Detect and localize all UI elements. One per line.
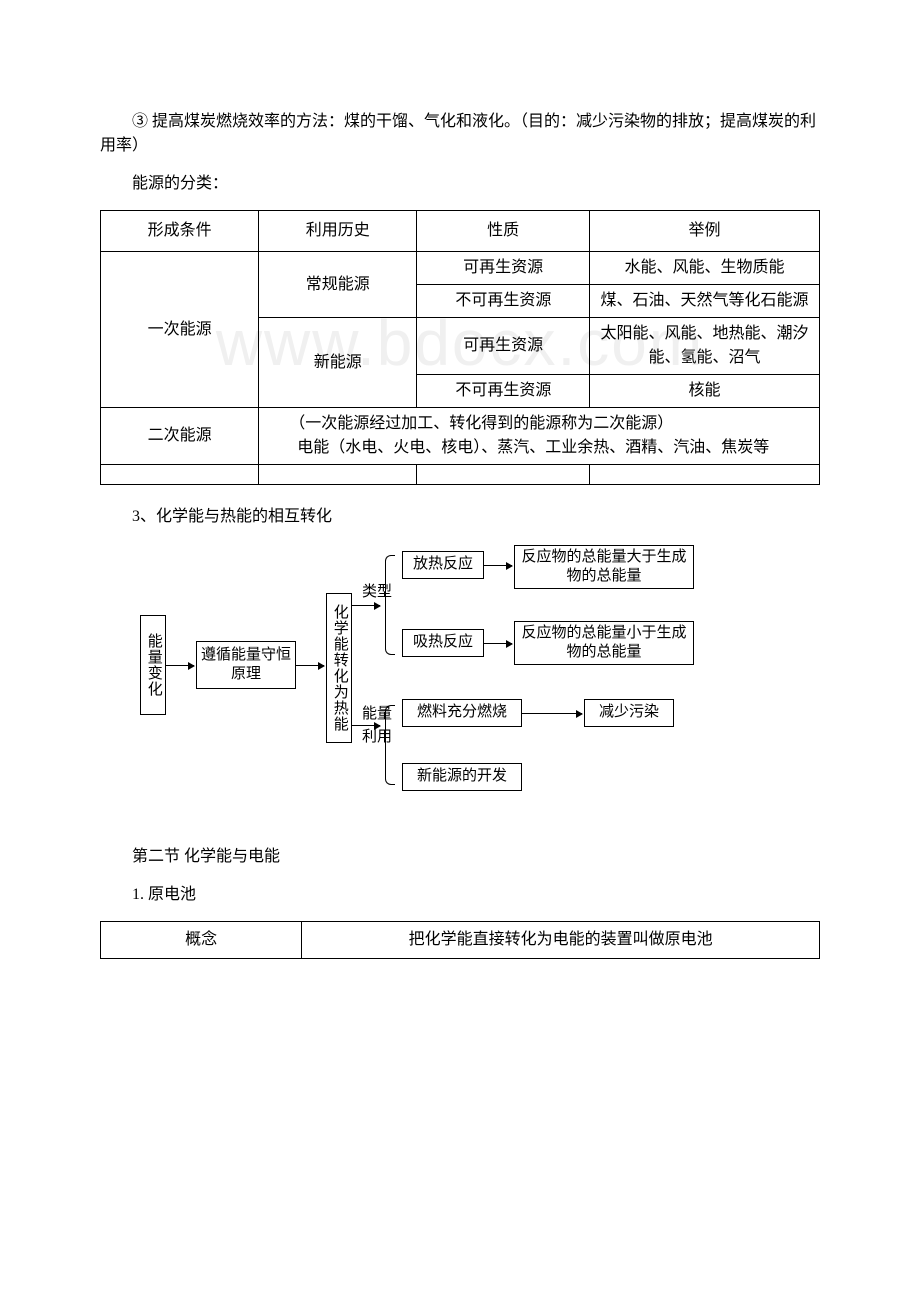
empty-cell [589, 465, 819, 485]
arrow-icon [352, 605, 380, 606]
cell-ex-4: 核能 [589, 375, 819, 408]
node-exo-desc: 反应物的总能量大于生成物的总能量 [514, 545, 694, 589]
bracket-icon [385, 705, 395, 785]
node-full-burn: 燃料充分燃烧 [402, 699, 522, 727]
paragraph-classification: 能源的分类： [100, 172, 820, 196]
cell-conventional: 常规能源 [259, 252, 417, 318]
cell-renewable-2: 可再生资源 [417, 318, 590, 375]
paragraph-conversion: 3、化学能与热能的相互转化 [100, 505, 820, 529]
empty-cell [259, 465, 417, 485]
node-energy-change: 能量变化 [140, 615, 166, 715]
cell-concept-def: 把化学能直接转化为电能的装置叫做原电池 [302, 922, 820, 959]
cell-nonrenew-2-text: 不可再生资源 [455, 382, 551, 399]
cell-ex-3: 太阳能、风能、地热能、潮汐能、氢能、沼气 [589, 318, 819, 375]
cell-nonrenew-1-text: 不可再生资源 [455, 292, 551, 309]
cell-secondary-energy: 二次能源 [101, 408, 259, 465]
arrow-icon [166, 665, 194, 666]
cell-ex-2: 煤、石油、天然气等化石能源 [589, 285, 819, 318]
cell-primary-energy: 一次能源 [101, 252, 259, 408]
cell-nonrenew-1: 不可再生资源 [417, 285, 590, 318]
cell-concept-label: 概念 [101, 922, 302, 959]
empty-cell [101, 465, 259, 485]
node-chem-to-heat: 化学能转化为热能 [326, 593, 352, 743]
bracket-icon [385, 555, 395, 655]
section-2-title: 第二节 化学能与电能 [100, 845, 820, 869]
th-formation: 形成条件 [101, 211, 259, 252]
section-2-item: 1. 原电池 [100, 883, 820, 907]
arrow-icon [352, 725, 380, 726]
cell-secondary-line2: 电能（水电、火电、核电）、蒸汽、工业余热、酒精、汽油、焦炭等 [297, 439, 769, 456]
arrow-icon [484, 565, 512, 566]
table-row [101, 465, 820, 485]
table-primary-cell: 概念 把化学能直接转化为电能的装置叫做原电池 [100, 921, 820, 959]
node-endo-desc: 反应物的总能量小于生成物的总能量 [514, 621, 694, 665]
cell-new-energy: 新能源 [259, 318, 417, 408]
node-new-energy: 新能源的开发 [402, 763, 522, 791]
diagram-energy-conversion: 能量变化 遵循能量守恒原理 化学能转化为热能 类型 能量利用 放热反应 反应物的… [140, 545, 780, 805]
node-exothermic: 放热反应 [402, 551, 484, 579]
node-less-pollution: 减少污染 [584, 699, 674, 727]
th-example: 举例 [589, 211, 819, 252]
table-row: 形成条件 利用历史 性质 举例 [101, 211, 820, 252]
th-nature: 性质 [417, 211, 590, 252]
cell-secondary-desc: （一次能源经过加工、转化得到的能源称为二次能源） 电能（水电、火电、核电）、蒸汽… [259, 408, 820, 465]
node-endothermic: 吸热反应 [402, 629, 484, 657]
table-row: 一次能源 常规能源 可再生资源 水能、风能、生物质能 [101, 252, 820, 285]
cell-ex-1: 水能、风能、生物质能 [589, 252, 819, 285]
table-row: 二次能源 （一次能源经过加工、转化得到的能源称为二次能源） 电能（水电、火电、核… [101, 408, 820, 465]
arrow-icon [522, 713, 582, 714]
node-conservation: 遵循能量守恒原理 [196, 641, 296, 689]
cell-secondary-line1: （一次能源经过加工、转化得到的能源称为二次能源） [297, 415, 673, 432]
empty-cell [417, 465, 590, 485]
arrow-icon [296, 665, 324, 666]
cell-nonrenew-2: 不可再生资源 [417, 375, 590, 408]
paragraph-method: ③ 提高煤炭燃烧效率的方法：煤的干馏、气化和液化。（目的：减少污染物的排放；提高… [100, 110, 820, 158]
cell-renewable-1: 可再生资源 [417, 252, 590, 285]
table-energy-classification-wrap: www.bdocx.com 形成条件 利用历史 性质 举例 一次能源 常规能源 … [100, 210, 820, 485]
th-history: 利用历史 [259, 211, 417, 252]
arrow-icon [484, 643, 512, 644]
table-energy-classification: 形成条件 利用历史 性质 举例 一次能源 常规能源 可再生资源 水能、风能、生物… [100, 210, 820, 485]
table-row: 概念 把化学能直接转化为电能的装置叫做原电池 [101, 922, 820, 959]
